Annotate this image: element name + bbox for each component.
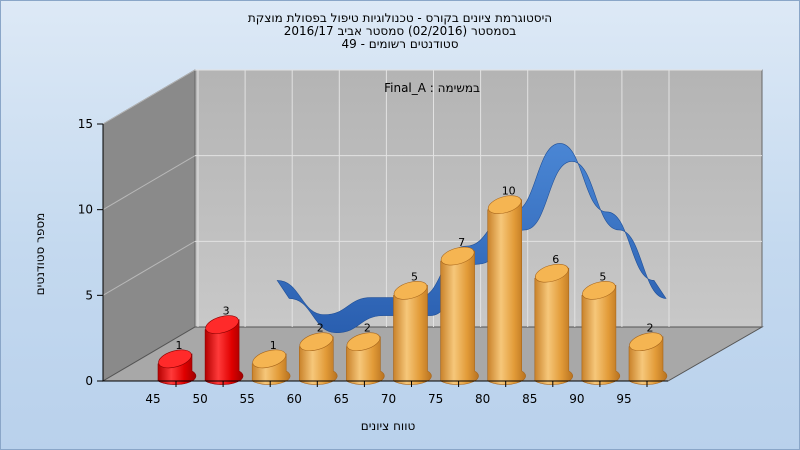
x-tick-90: 90 (569, 392, 584, 406)
chart-title-line-1: היסטוגרמת ציונים בקורס - טכנולוגיות טיפו… (247, 11, 553, 25)
bar-body (487, 199, 526, 385)
bar-top (582, 281, 616, 300)
x-tick-65: 65 (334, 392, 349, 406)
bar-body (534, 267, 573, 385)
data-label-50: 3 (223, 305, 230, 318)
y-tick-10: 10 (78, 203, 93, 217)
data-label-80: 10 (502, 185, 516, 198)
gridline-left (102, 155, 196, 211)
bar-body (581, 284, 621, 385)
gridlines (102, 69, 762, 327)
bar-top (158, 349, 192, 369)
x-tick-60: 60 (287, 392, 302, 406)
bar-45: 1 (157, 339, 197, 385)
bar-95: 2 (628, 322, 668, 385)
y-tick-0: 0 (85, 374, 93, 388)
bar-top (252, 349, 286, 369)
data-label-60: 2 (317, 322, 324, 335)
bar-50: 3 (204, 305, 244, 385)
chart-back-wall (194, 69, 763, 328)
x-tick-80: 80 (475, 392, 490, 406)
bar-top (629, 332, 663, 352)
x-tick-70: 70 (381, 392, 396, 406)
data-label-90: 5 (599, 270, 606, 283)
data-label-85: 6 (552, 253, 559, 266)
data-label-45: 1 (176, 339, 183, 352)
y-axis-label: מספר סטודנטים (33, 213, 47, 296)
bar-60: 2 (299, 322, 338, 385)
gridline-left (102, 69, 196, 125)
x-tick-95: 95 (616, 392, 631, 406)
y-tick-5: 5 (85, 288, 93, 302)
y-tick-15: 15 (78, 117, 93, 131)
data-label-65: 2 (364, 322, 371, 335)
bar-65: 2 (346, 322, 385, 385)
x-tick-45: 45 (145, 392, 160, 406)
data-label-75: 7 (458, 236, 465, 249)
x-tick-85: 85 (522, 392, 537, 406)
x-tick-75: 75 (428, 392, 443, 406)
bar-body (393, 284, 432, 385)
chart-left-wall (102, 69, 196, 382)
bar-top (440, 246, 475, 266)
bar-90: 5 (581, 270, 621, 385)
chart-title-line-3: סטודנטים רשומים - 49 (341, 37, 459, 51)
bar-85: 6 (534, 253, 573, 385)
bar-top (205, 315, 239, 334)
bar-top (346, 332, 381, 352)
data-label-55: 1 (270, 339, 277, 352)
bar-top (487, 195, 522, 214)
data-label-95: 2 (647, 322, 654, 335)
bar-70: 5 (393, 270, 432, 385)
bar-55: 1 (251, 339, 291, 385)
gridline-left (102, 240, 196, 296)
x-axis-label: טווח ציונים (361, 419, 416, 433)
bar-80: 10 (487, 185, 526, 385)
bar-top (535, 263, 569, 283)
bar-body (440, 250, 479, 385)
chart-title-line-2: בסמסטר (02/2016) סמסטר אביב 2016/17 (283, 24, 517, 38)
bar-top (393, 281, 428, 300)
x-tick-55: 55 (240, 392, 255, 406)
task-annotation: במשימה : Final_A (384, 81, 480, 95)
x-tick-50: 50 (192, 392, 207, 406)
data-label-70: 5 (411, 270, 418, 283)
bar-group: 1 3 1 2 2 5 7 10 6 5 2 (157, 185, 668, 385)
bar-body (204, 319, 244, 385)
bar-top (299, 332, 334, 352)
bar-75: 7 (440, 236, 479, 385)
